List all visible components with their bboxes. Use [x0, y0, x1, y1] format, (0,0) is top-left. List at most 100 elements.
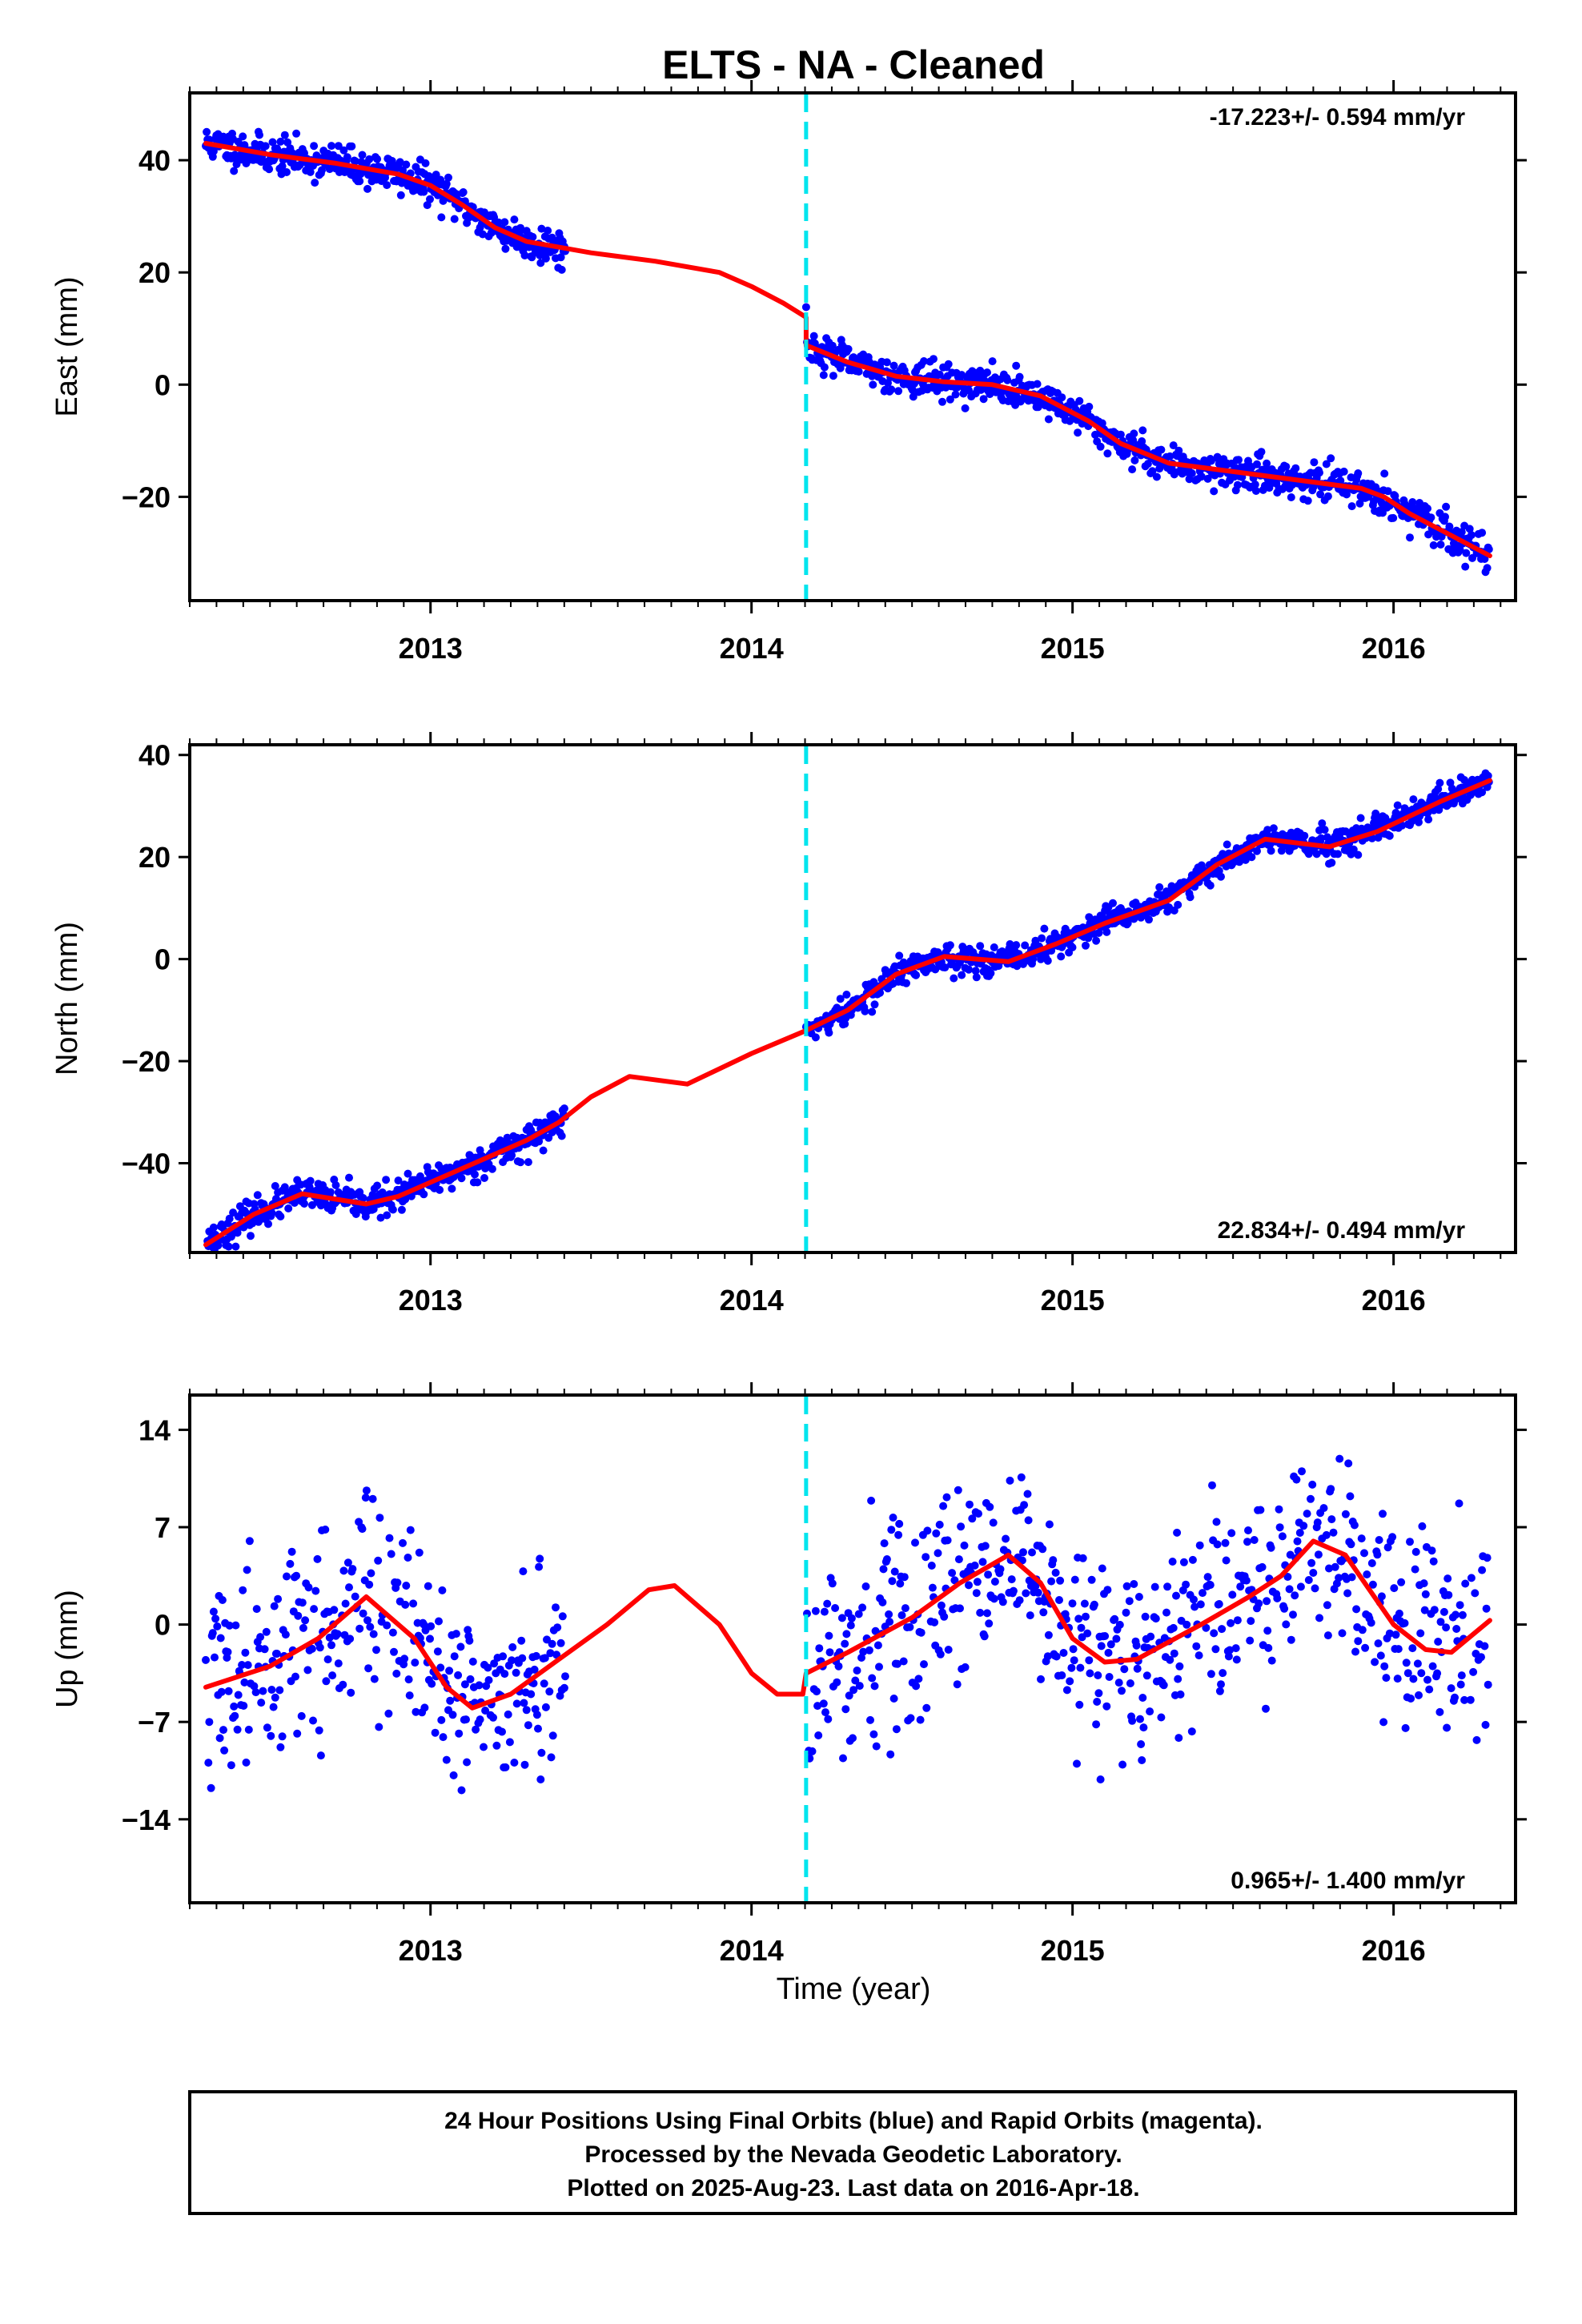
up-data-point [1350, 1521, 1359, 1530]
up-data-point [895, 1519, 904, 1528]
up-data-point [1073, 1759, 1081, 1768]
east-data-point [983, 368, 991, 377]
up-data-point [1228, 1590, 1237, 1599]
up-data-point [920, 1660, 928, 1669]
up-data-point [218, 1596, 227, 1604]
up-data-point [1429, 1557, 1438, 1566]
up-data-point [323, 1655, 332, 1664]
up-data-point [921, 1553, 930, 1562]
up-data-point [1104, 1648, 1113, 1657]
up-data-point [1076, 1663, 1085, 1672]
up-data-point [1458, 1610, 1467, 1619]
east-data-point [829, 372, 837, 380]
east-data-point [1303, 497, 1312, 505]
up-data-point [1267, 1543, 1275, 1552]
up-data-point [1388, 1533, 1397, 1542]
north-data-point [394, 1176, 403, 1185]
up-data-point [986, 1502, 994, 1511]
up-data-point [250, 1682, 259, 1691]
up-data-point [1103, 1586, 1112, 1594]
east-data-point [854, 368, 863, 376]
up-data-point [1196, 1600, 1205, 1609]
east-data-point [402, 160, 411, 169]
up-data-point [1019, 1548, 1027, 1557]
east-data-point [1310, 458, 1319, 467]
up-data-point [935, 1520, 944, 1529]
up-data-point [879, 1565, 888, 1574]
up-data-point [1402, 1659, 1411, 1667]
east-data-point [1465, 525, 1474, 533]
east-data-point [909, 392, 917, 401]
up-data-point [872, 1742, 881, 1751]
up-data-point [1460, 1695, 1469, 1704]
up-data-point [1037, 1675, 1045, 1683]
up-data-point [522, 1706, 531, 1715]
up-data-point [1094, 1689, 1103, 1698]
north-fit-line [203, 778, 1492, 1248]
north-data-point [1484, 771, 1492, 780]
north-data-point [488, 1164, 496, 1173]
up-data-point [1358, 1626, 1367, 1634]
up-data-point [1026, 1611, 1034, 1620]
up-data-point [1221, 1538, 1230, 1547]
east-data-point [935, 370, 944, 379]
up-data-point [1331, 1562, 1339, 1571]
up-data-point [1118, 1760, 1127, 1769]
up-data-point [1327, 1515, 1336, 1524]
north-fit-curve [203, 778, 1492, 1248]
up-data-point [216, 1634, 225, 1642]
up-data-point [1044, 1630, 1053, 1639]
north-y-tick-label: 0 [155, 943, 171, 976]
up-data-point [1380, 1662, 1389, 1671]
up-data-point [207, 1783, 215, 1792]
up-data-point [387, 1550, 396, 1558]
up-data-point [1256, 1506, 1265, 1514]
up-data-point [446, 1696, 455, 1705]
up-data-point [1112, 1634, 1121, 1643]
north-data-point [1217, 872, 1225, 881]
east-data-point [1074, 428, 1082, 437]
up-data-point [375, 1514, 384, 1522]
up-data-point [1303, 1510, 1311, 1518]
up-x-tick-label: 2014 [720, 1934, 784, 1967]
up-data-point [1325, 1564, 1333, 1573]
up-data-point [1280, 1604, 1289, 1613]
up-data-point [1051, 1568, 1060, 1577]
north-data-point [376, 1213, 385, 1222]
up-data-point [1382, 1674, 1391, 1683]
east-x-tick-label: 2015 [1041, 632, 1105, 665]
north-data-point [958, 971, 966, 979]
up-data-point [1172, 1591, 1180, 1600]
up-data-point [1391, 1630, 1400, 1639]
east-data-point [437, 213, 446, 222]
up-data-point [1150, 1582, 1159, 1591]
up-data-point [1102, 1702, 1111, 1711]
north-data-point [972, 973, 981, 982]
up-data-point [1006, 1476, 1014, 1485]
up-data-point [845, 1691, 853, 1700]
up-data-point [990, 1594, 998, 1603]
east-data-point [334, 142, 343, 151]
up-data-point [415, 1548, 424, 1557]
up-data-point [1292, 1475, 1301, 1484]
up-data-point [934, 1549, 942, 1558]
east-data-point [1091, 430, 1099, 439]
east-data-point [889, 361, 898, 370]
up-data-point [824, 1715, 833, 1723]
north-data-point [326, 1188, 335, 1196]
up-data-point [1098, 1564, 1106, 1573]
up-y-label: Up (mm) [50, 1590, 84, 1708]
up-data-point [1299, 1522, 1308, 1530]
up-data-point [374, 1556, 383, 1565]
east-data-point [809, 332, 818, 340]
up-x-axis: 2013 2014 2015 2016 [189, 1382, 1502, 1967]
north-data-point [1068, 943, 1077, 951]
up-data-point [484, 1676, 493, 1684]
up-data-point [1188, 1555, 1197, 1564]
up-data-point [893, 1659, 901, 1668]
up-data-point [923, 1526, 932, 1535]
east-data-point [1441, 513, 1449, 521]
footer-frame [188, 2090, 1517, 2215]
up-data-point [543, 1635, 551, 1644]
up-data-point [842, 1630, 851, 1638]
